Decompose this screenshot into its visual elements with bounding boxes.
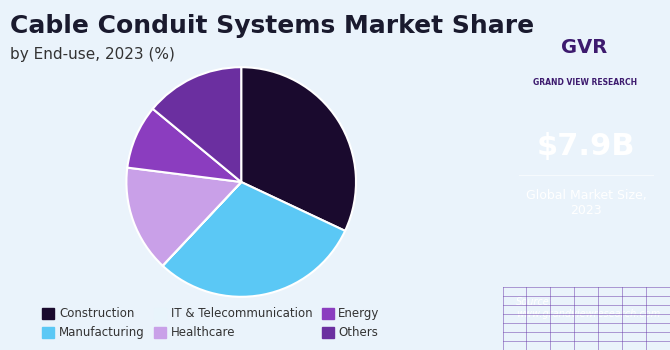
Legend: Construction, Manufacturing, IT & Telecommunication, Healthcare, Energy, Others: Construction, Manufacturing, IT & Teleco…	[38, 303, 385, 344]
Text: by End-use, 2023 (%): by End-use, 2023 (%)	[10, 47, 175, 62]
Text: GRAND VIEW RESEARCH: GRAND VIEW RESEARCH	[533, 78, 636, 87]
Wedge shape	[163, 182, 345, 297]
Wedge shape	[153, 67, 241, 182]
Text: Source:
www.grandviewresearch.com: Source: www.grandviewresearch.com	[516, 297, 660, 319]
Wedge shape	[127, 109, 241, 182]
Text: GVR: GVR	[561, 38, 608, 57]
Text: Cable Conduit Systems Market Share: Cable Conduit Systems Market Share	[10, 14, 534, 38]
Wedge shape	[241, 67, 356, 231]
Wedge shape	[163, 182, 241, 266]
Wedge shape	[127, 168, 241, 266]
Text: Global Market Size,
2023: Global Market Size, 2023	[526, 189, 647, 217]
Text: $7.9B: $7.9B	[537, 133, 636, 161]
